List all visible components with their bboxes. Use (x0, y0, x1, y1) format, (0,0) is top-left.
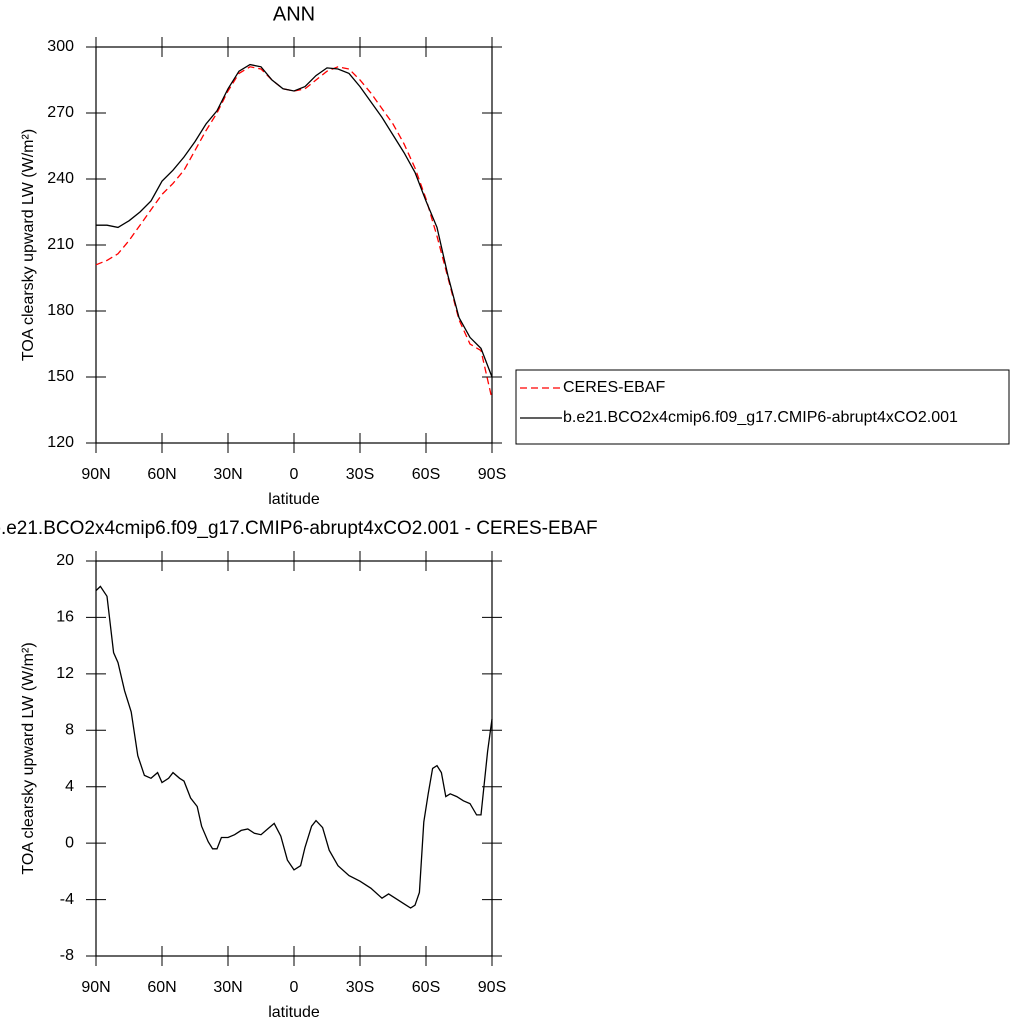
plot-frame (95, 46, 493, 444)
y-tick-label: 210 (47, 236, 74, 253)
x-tick-label: 60N (147, 466, 176, 483)
chart-title: ANN (273, 3, 315, 25)
data-line (95, 585, 493, 909)
y-tick-label: 270 (47, 104, 74, 121)
x-tick-label: 30S (346, 466, 374, 483)
x-tick-label: 90S (478, 979, 506, 996)
chart-title: b.e21.BCO2x4cmip6.f09_g17.CMIP6-abrupt4x… (0, 518, 598, 539)
y-tick-label: 120 (47, 434, 74, 451)
legend-box (515, 369, 1010, 445)
data-line (96, 63, 493, 378)
x-tick-label: 30S (346, 979, 374, 996)
x-axis-label: latitude (268, 1004, 320, 1021)
x-tick-label: 0 (290, 979, 299, 996)
legend-label: CERES-EBAF (563, 379, 665, 396)
x-tick-label: 90N (81, 466, 110, 483)
y-tick-label: 4 (65, 778, 74, 795)
y-tick-label: 8 (65, 722, 74, 739)
y-tick-label: 300 (47, 38, 74, 55)
x-tick-label: 60S (412, 979, 440, 996)
plot-frame (95, 560, 493, 957)
x-tick-label: 30N (213, 979, 242, 996)
y-tick-label: 150 (47, 368, 74, 385)
x-tick-label: 0 (290, 466, 299, 483)
data-line (95, 66, 493, 400)
y-axis-label: TOA clearsky upward LW (W/m²) (20, 129, 37, 361)
y-tick-label: 20 (56, 552, 74, 569)
x-axis-label: latitude (268, 491, 320, 508)
y-tick-label: 16 (56, 609, 74, 626)
legend-label: b.e21.BCO2x4cmip6.f09_g17.CMIP6-abrupt4x… (563, 409, 958, 426)
x-tick-label: 90N (81, 979, 110, 996)
x-tick-label: 60N (147, 979, 176, 996)
x-tick-label: 90S (478, 466, 506, 483)
x-tick-label: 30N (213, 466, 242, 483)
y-tick-label: 180 (47, 302, 74, 319)
x-tick-label: 60S (412, 466, 440, 483)
y-tick-label: -8 (60, 947, 74, 964)
y-tick-label: 0 (65, 834, 74, 851)
y-tick-label: 240 (47, 170, 74, 187)
y-tick-label: 12 (56, 665, 74, 682)
y-axis-label: TOA clearsky upward LW (W/m²) (20, 642, 37, 874)
y-tick-label: -4 (60, 891, 74, 908)
